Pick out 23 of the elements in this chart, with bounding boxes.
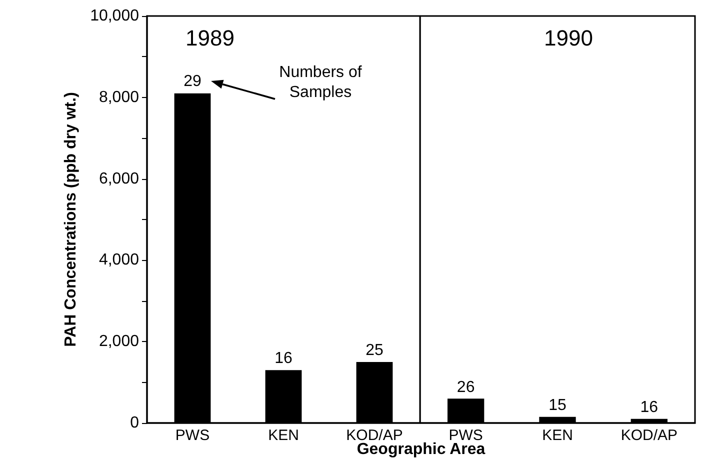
x-tick-label: PWS — [175, 427, 210, 444]
y-tick-label: 6,000 — [98, 170, 140, 188]
x-tick-label: KEN — [542, 427, 573, 444]
y-axis-title: PAH Concentrations (ppb dry wt.) — [62, 92, 80, 347]
y-tick-label: 10,000 — [90, 8, 140, 24]
x-axis-title: Geographic Area — [356, 441, 486, 458]
y-tick-label: 2,000 — [98, 333, 140, 350]
annotation: 26 — [456, 378, 476, 397]
y-tick-label: 8,000 — [98, 88, 140, 106]
x-tick-label: KEN — [268, 427, 299, 444]
annotation: 29 — [182, 73, 202, 92]
annotation: 15 — [548, 396, 568, 415]
annotation: 16 — [274, 350, 294, 368]
chart-title: 1989 — [186, 26, 234, 50]
chart-title: 1990 — [544, 26, 593, 50]
annotation: Numbers of Samples — [278, 63, 363, 104]
x-tick-label: PWS — [448, 427, 483, 444]
annotation: 25 — [364, 342, 384, 360]
y-tick-label: 0 — [130, 414, 140, 432]
annotation: 16 — [639, 398, 660, 417]
x-tick-label: KOD/AP — [346, 427, 403, 444]
x-tick-label: KOD/AP — [620, 427, 678, 444]
y-tick-label: 4,000 — [98, 252, 140, 269]
